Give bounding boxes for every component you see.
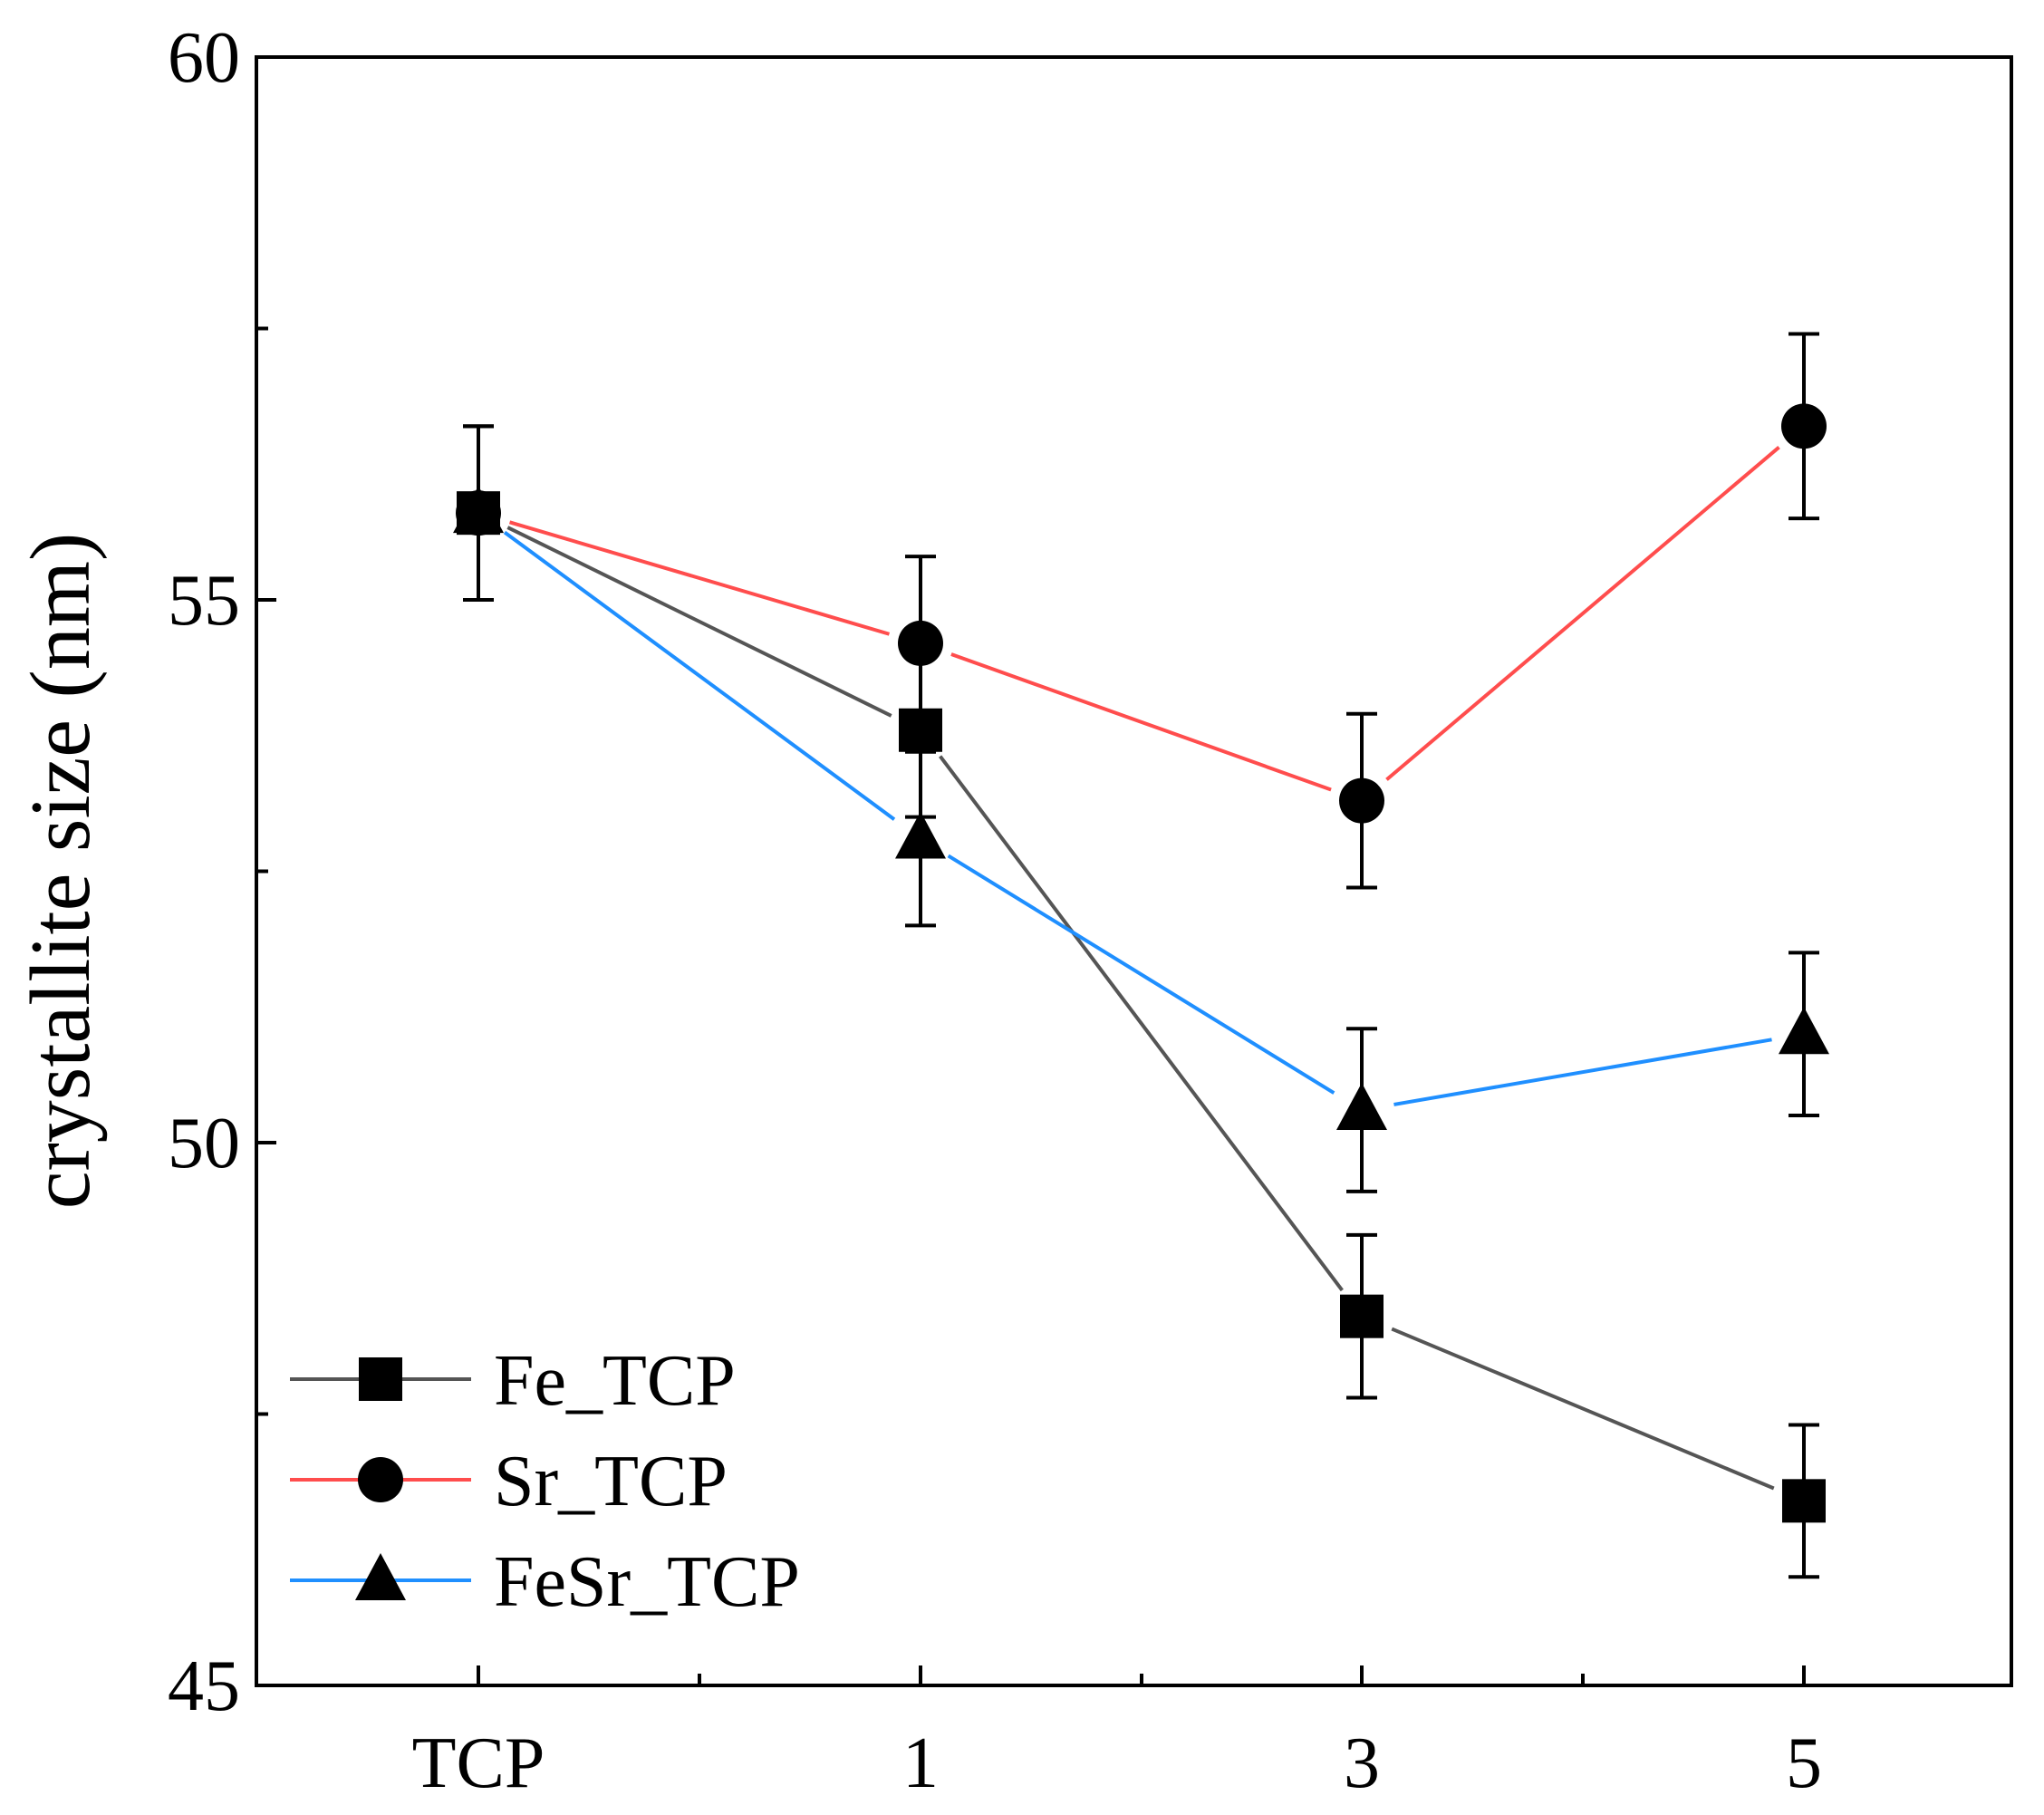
x-tick-label: 1 [902, 1723, 939, 1803]
legend-item: Sr_TCP [290, 1442, 728, 1521]
legend-label: Sr_TCP [494, 1442, 728, 1521]
x-tick-label: 3 [1344, 1723, 1380, 1803]
data-point-square [1782, 1479, 1826, 1523]
y-axis-title: crystallite size (nm) [14, 533, 108, 1210]
data-point-triangle [895, 811, 946, 859]
series-fesr-tcp [453, 424, 1829, 1193]
data-point-square [1340, 1294, 1384, 1338]
series-line-segment [503, 530, 896, 821]
axis-layer: 45 50 55 60 TCP 1 3 5 [168, 18, 1822, 1803]
series-line-segment [508, 520, 891, 636]
legend-item: Fe_TCP [290, 1341, 736, 1421]
data-point-triangle [1336, 1083, 1387, 1131]
x-tick-label: TCP [412, 1723, 545, 1803]
y-tick-label: 45 [168, 1646, 240, 1726]
legend-label: FeSr_TCP [494, 1542, 800, 1622]
series-line-segment [947, 854, 1335, 1095]
series-line-segment [939, 755, 1344, 1292]
data-point-circle [1339, 777, 1384, 824]
series-line-segment [1393, 1038, 1772, 1106]
legend-item: FeSr_TCP [290, 1542, 800, 1622]
legend-marker-triangle [355, 1553, 406, 1600]
data-point-circle [1781, 403, 1827, 449]
legend-marker-square [359, 1357, 402, 1401]
series-layer [453, 332, 1829, 1579]
series-line-segment [506, 526, 892, 718]
series-line-segment [1385, 446, 1780, 781]
series-line-segment [1391, 1327, 1775, 1491]
data-point-triangle [1779, 1007, 1829, 1055]
x-tick-label: 5 [1786, 1723, 1822, 1803]
y-tick-label: 55 [168, 561, 240, 641]
series-line-segment [950, 652, 1332, 792]
legend: Fe_TCP Sr_TCP FeSr_TCP [290, 1341, 800, 1622]
y-tick-label: 60 [168, 18, 240, 98]
legend-label: Fe_TCP [494, 1341, 736, 1421]
data-point-triangle [453, 486, 504, 534]
legend-marker-circle [358, 1457, 403, 1502]
data-point-circle [898, 620, 943, 666]
y-tick-label: 50 [168, 1104, 240, 1183]
